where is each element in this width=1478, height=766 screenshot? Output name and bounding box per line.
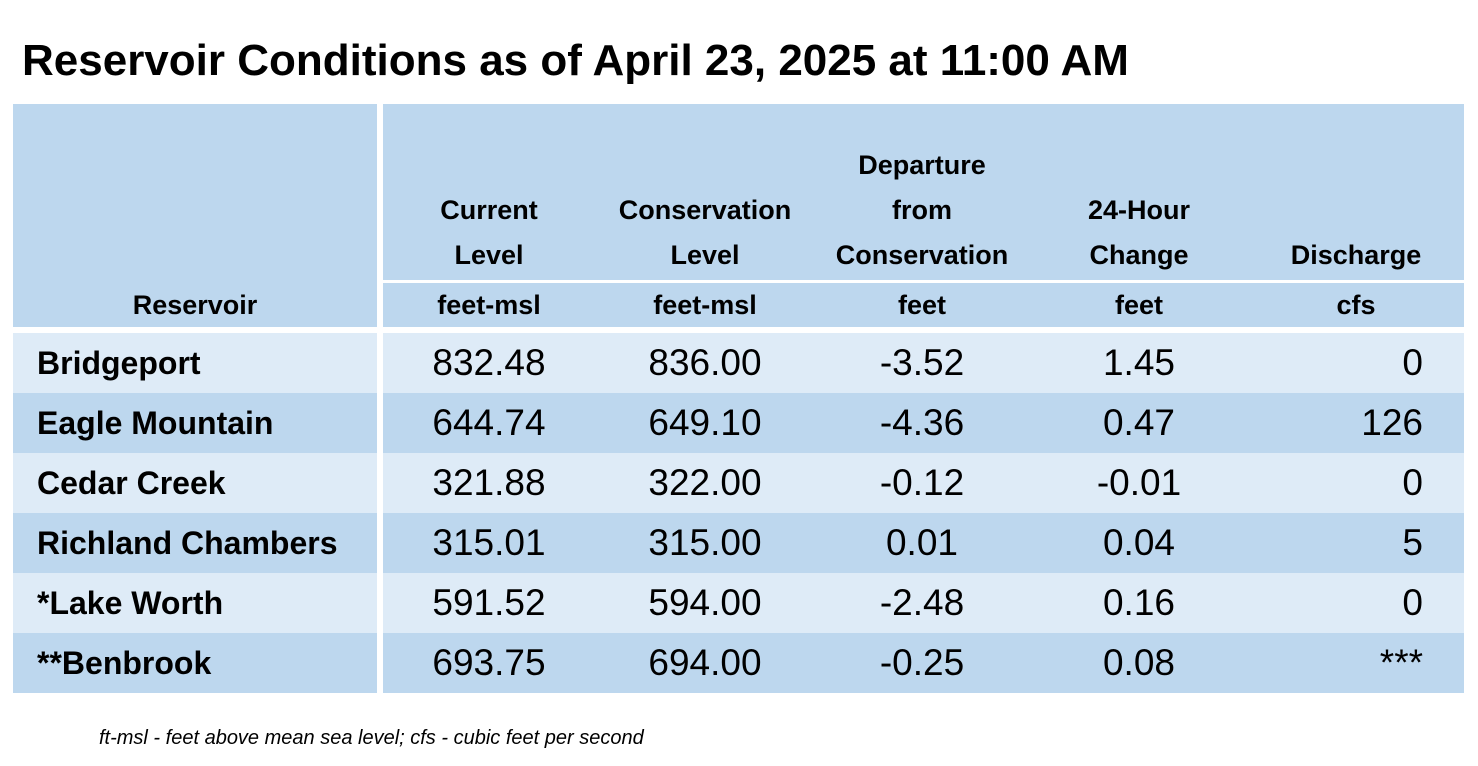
- cell-current: 591.52: [432, 582, 546, 623]
- column-header-line: Level: [454, 240, 524, 270]
- cell-conservation: 315.00: [648, 522, 762, 563]
- column-unit: feet-msl: [653, 289, 757, 320]
- reservoir-name: *Lake Worth: [37, 584, 224, 621]
- page-title: Reservoir Conditions as of April 23, 202…: [22, 36, 1129, 85]
- column-header: 24-Hour Change: [1039, 104, 1239, 280]
- cell-change: 0.08: [1102, 642, 1175, 683]
- reservoir-name: Richland Chambers: [37, 524, 338, 561]
- column-unit: feet: [1114, 289, 1163, 320]
- cell-change: -0.01: [1096, 462, 1182, 503]
- column-header-line: Discharge: [1290, 240, 1422, 270]
- cell-discharge: 0: [1402, 342, 1423, 383]
- reservoir-name: Eagle Mountain: [37, 404, 274, 441]
- cell-change: 0.16: [1102, 582, 1175, 623]
- column-divider: [377, 513, 383, 573]
- header-divider: [383, 280, 1464, 283]
- column-unit: feet: [897, 289, 946, 320]
- cell-departure: -2.48: [879, 582, 965, 623]
- column-header: Conservation Level: [600, 104, 810, 280]
- column-header-line: 24-Hour: [1087, 195, 1190, 225]
- reservoir-name: Cedar Creek: [37, 464, 226, 501]
- cell-current: 644.74: [432, 402, 546, 443]
- cell-conservation: 322.00: [648, 462, 762, 503]
- cell-departure: -4.36: [879, 402, 965, 443]
- column-header-line: Change: [1089, 240, 1189, 270]
- column-header-line: Current: [440, 195, 538, 225]
- column-header: Discharge: [1256, 104, 1456, 280]
- cell-discharge: 126: [1361, 402, 1423, 443]
- cell-departure: -3.52: [879, 342, 965, 383]
- column-divider: [377, 393, 383, 453]
- cell-conservation: 594.00: [648, 582, 762, 623]
- cell-departure: -0.25: [879, 642, 965, 683]
- cell-current: 693.75: [432, 642, 546, 683]
- table-row: **Benbrook 693.75 694.00 -0.25 0.08 ***: [13, 633, 1464, 693]
- cell-current: 321.88: [432, 462, 546, 503]
- table-row: Bridgeport 832.48 836.00 -3.52 1.45 0: [13, 333, 1464, 393]
- table-header: Reservoir Current Level feet-msl Conservati…: [13, 104, 1464, 327]
- column-divider: [377, 573, 383, 633]
- cell-discharge: 0: [1402, 582, 1423, 623]
- cell-conservation: 694.00: [648, 642, 762, 683]
- reservoir-table: Reservoir Current Level feet-msl Conservati…: [13, 104, 1464, 693]
- cell-change: 1.45: [1102, 342, 1175, 383]
- header-reservoir: Reservoir: [132, 289, 258, 320]
- column-divider: [377, 333, 383, 393]
- table-row: Eagle Mountain 644.74 649.10 -4.36 0.47 126: [13, 393, 1464, 453]
- cell-change: 0.47: [1102, 402, 1175, 443]
- cell-current: 315.01: [432, 522, 546, 563]
- cell-current: 832.48: [432, 342, 546, 383]
- column-header-line: Conservation: [618, 195, 792, 225]
- footnote: ft-msl - feet above mean sea level; cfs …: [99, 727, 644, 749]
- column-divider: [377, 104, 383, 327]
- column-unit: cfs: [1336, 289, 1376, 320]
- cell-change: 0.04: [1102, 522, 1175, 563]
- table-row: Richland Chambers 315.01 315.00 0.01 0.04 5: [13, 513, 1464, 573]
- cell-discharge: ***: [1379, 642, 1423, 683]
- cell-discharge: 5: [1402, 522, 1423, 563]
- column-header-line: Level: [670, 240, 740, 270]
- cell-conservation: 836.00: [648, 342, 762, 383]
- table-row: Cedar Creek 321.88 322.00 -0.12 -0.01 0: [13, 453, 1464, 513]
- cell-conservation: 649.10: [648, 402, 762, 443]
- column-header-line: from: [892, 195, 952, 225]
- column-header: Departure from Conservation: [812, 104, 1032, 280]
- column-header-line: Departure: [858, 150, 986, 180]
- cell-discharge: 0: [1402, 462, 1423, 503]
- table-row: *Lake Worth 591.52 594.00 -2.48 0.16 0: [13, 573, 1464, 633]
- cell-departure: 0.01: [885, 522, 958, 563]
- reservoir-name: Bridgeport: [37, 344, 201, 381]
- reservoir-name: **Benbrook: [37, 644, 212, 681]
- column-header: Current Level: [389, 104, 589, 280]
- column-header-line: Conservation: [835, 240, 1009, 270]
- table-body: Bridgeport 832.48 836.00 -3.52 1.45 0 Eagle Mo…: [13, 333, 1464, 693]
- cell-departure: -0.12: [879, 462, 965, 503]
- column-divider: [377, 453, 383, 513]
- column-divider: [377, 633, 383, 693]
- column-unit: feet-msl: [437, 289, 541, 320]
